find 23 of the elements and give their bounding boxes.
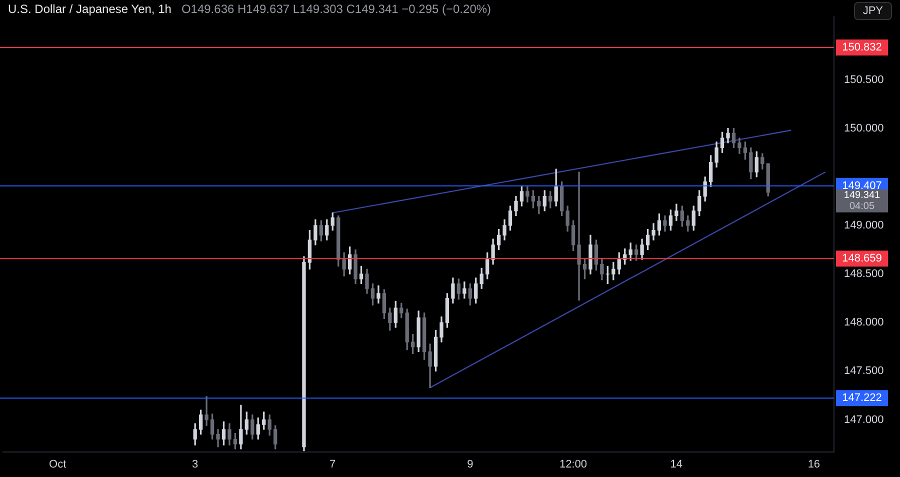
y-tick-label: 150.000 <box>844 122 884 134</box>
ref-line-label: 150.832 <box>842 42 882 54</box>
text: JPY <box>854 2 892 20</box>
text: 04:05 <box>849 201 875 212</box>
ref-line-label: 147.222 <box>842 392 882 404</box>
y-tick-label: 147.500 <box>844 365 884 378</box>
y-tick-label: 150.500 <box>844 74 884 86</box>
chart-subtitle: O149.636 H149.637 L149.303 C149.341 −0.295 (−0.20%) <box>181 2 492 16</box>
ref-line-label: 149.407 <box>842 180 882 192</box>
y-tick-label: 149.000 <box>844 219 884 232</box>
y-tick-label: 147.000 <box>844 414 884 426</box>
x-tick-label: 14 <box>670 458 683 470</box>
x-tick-label: 7 <box>330 458 336 470</box>
y-tick-label: 148.500 <box>844 268 884 280</box>
x-tick-label: 16 <box>808 458 820 470</box>
x-tick-label: 12:00 <box>560 458 588 470</box>
x-tick-label: 3 <box>192 458 198 470</box>
chart-title: U.S. Dollar / Japanese Yen, 1h <box>8 2 172 16</box>
text: 149.341 <box>844 190 881 202</box>
x-tick-label: Oct <box>49 458 66 470</box>
y-tick-label: 148.000 <box>844 316 884 329</box>
x-tick-label: 9 <box>467 458 474 470</box>
ref-line-label: 148.659 <box>842 252 882 265</box>
